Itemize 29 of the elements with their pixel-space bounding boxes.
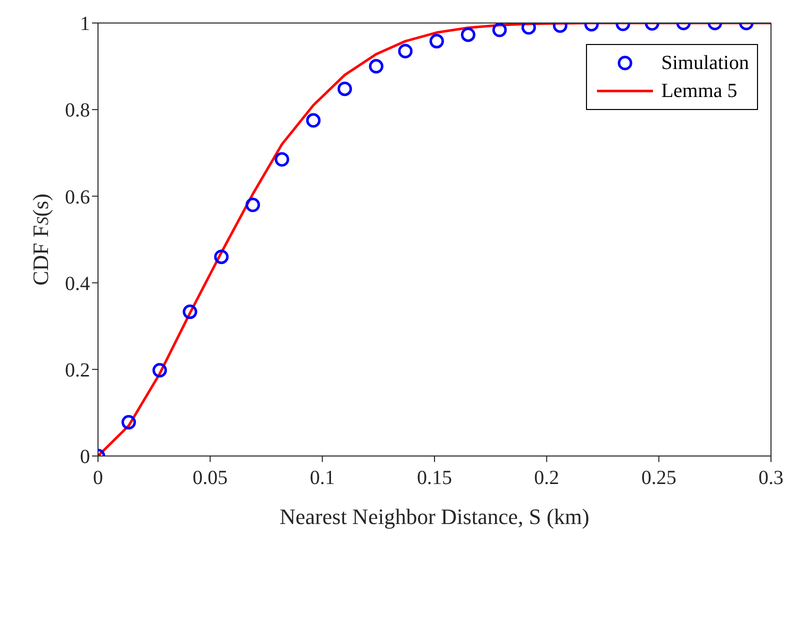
point: [368, 59, 384, 74]
point: [429, 34, 444, 48]
legend-label: Lemma 5: [661, 80, 738, 102]
y-tick-label: 0: [80, 446, 90, 468]
x-tick-label: 0.05: [192, 467, 228, 490]
y-tick-label: 0.2: [65, 360, 90, 382]
point: [492, 23, 507, 38]
x-tick-label: 0.25: [641, 467, 676, 490]
point: [338, 82, 352, 96]
y-tick-label: 0.6: [65, 186, 90, 208]
point: [182, 304, 198, 320]
x-tick-label: 0.15: [417, 467, 452, 490]
y-tick-label: 0.4: [65, 272, 90, 295]
point: [274, 152, 290, 167]
point: [460, 27, 476, 42]
x-tick-label: 0.1: [310, 467, 335, 490]
point: [306, 113, 321, 128]
legend-label: Simulation: [661, 52, 749, 74]
y-tick-label: 0.8: [65, 100, 90, 122]
point: [246, 198, 260, 212]
point: [521, 23, 536, 35]
x-tick-label: 0.2: [534, 467, 560, 490]
point: [121, 414, 136, 430]
y-tick-label: 1: [80, 13, 90, 36]
point: [214, 250, 229, 264]
point: [398, 44, 413, 58]
x-axis-title: Nearest Neighbor Distance, S (km): [280, 504, 590, 529]
point: [152, 363, 167, 378]
x-tick-label: 0.3: [758, 467, 784, 490]
